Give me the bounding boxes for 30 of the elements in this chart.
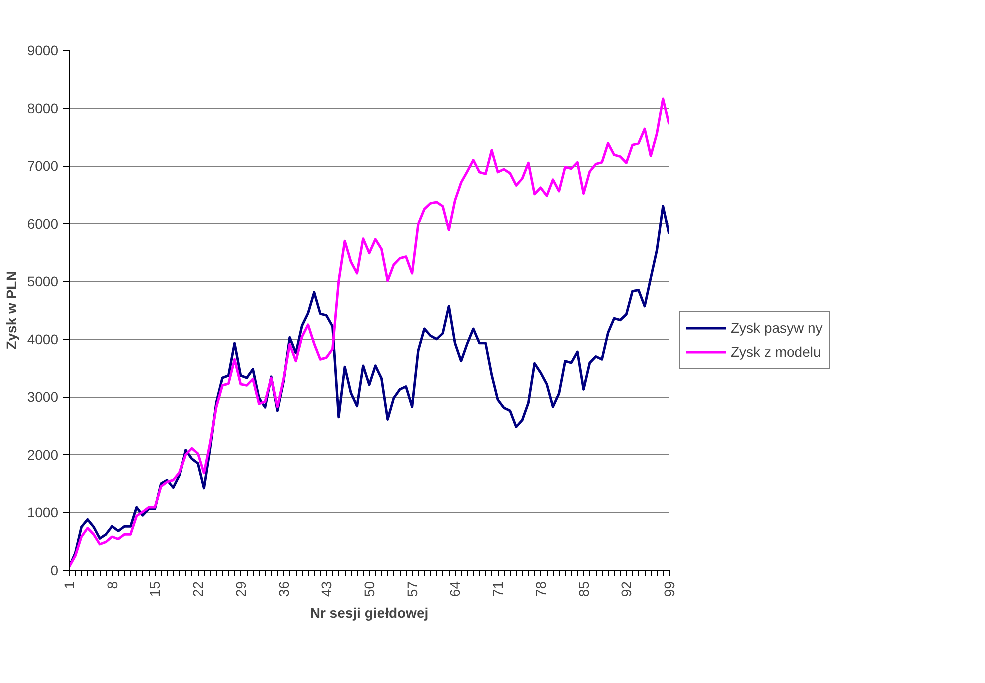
x-tick-label: 50 xyxy=(362,581,378,598)
x-tick-label: 1 xyxy=(62,581,78,590)
x-tick-label: 85 xyxy=(576,581,592,598)
legend-label: Zysk pasyw ny xyxy=(731,320,823,336)
x-tick-label: 64 xyxy=(447,581,464,598)
y-tick-label: 2000 xyxy=(27,446,59,463)
x-tick-label: 78 xyxy=(532,581,549,598)
x-tick-label: 22 xyxy=(190,581,206,598)
x-axis-title: Nr sesji giełdowej xyxy=(310,605,429,622)
x-tick-label: 15 xyxy=(147,581,164,598)
y-tick-label: 0 xyxy=(50,562,59,578)
x-tick-label: 8 xyxy=(104,581,120,590)
x-tick-label: 36 xyxy=(276,581,292,598)
y-tick-label: 4000 xyxy=(27,331,59,348)
legend-label: Zysk z modelu xyxy=(731,344,822,360)
y-axis-title: Zysk w PLN xyxy=(3,271,20,350)
x-tick-label: 43 xyxy=(318,581,335,598)
y-tick-label: 8000 xyxy=(27,100,59,116)
y-tick-label: 7000 xyxy=(27,158,59,174)
x-tick-label: 99 xyxy=(662,581,678,598)
y-tick-label: 6000 xyxy=(27,216,59,232)
line-series xyxy=(70,98,670,568)
x-tick-label: 57 xyxy=(404,581,420,598)
x-tick-label: 29 xyxy=(232,581,249,598)
y-tick-label: 3000 xyxy=(27,389,59,406)
y-tick-label: 1000 xyxy=(27,504,59,521)
y-tick-label: 9000 xyxy=(27,42,59,58)
x-tick-label: 92 xyxy=(618,581,635,598)
x-tick-label: 71 xyxy=(490,581,506,598)
y-tick-label: 5000 xyxy=(27,274,59,290)
